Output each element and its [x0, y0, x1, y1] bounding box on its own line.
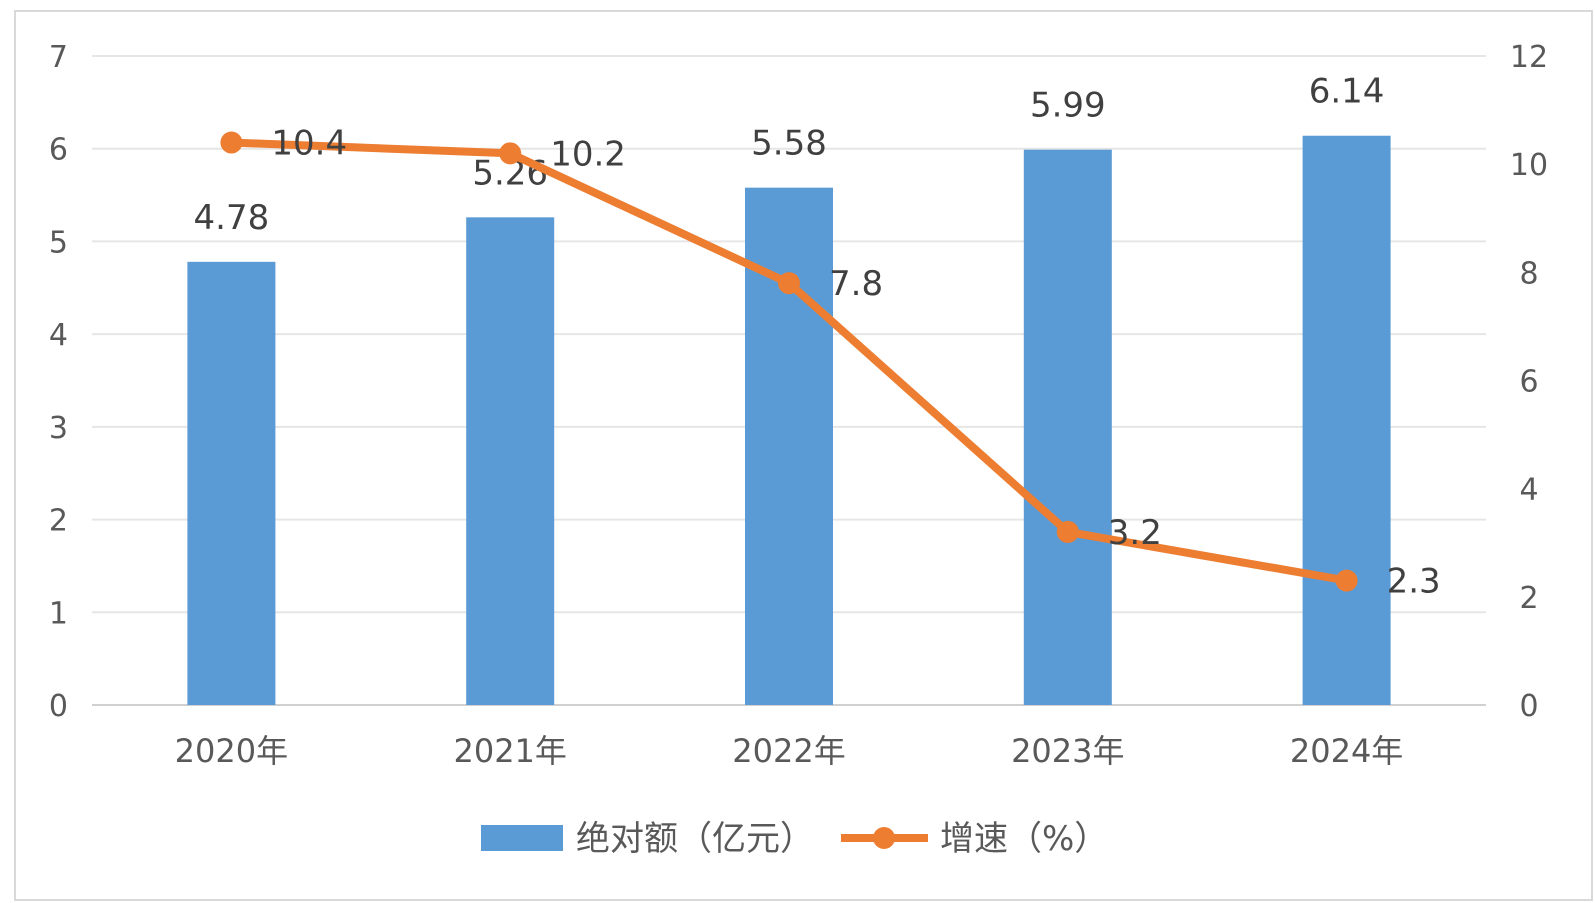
left-y-tick-label: 5 — [49, 225, 68, 260]
legend-bar-label: 绝对额（亿元） — [576, 819, 814, 859]
left-y-tick-label: 4 — [49, 318, 68, 353]
right-y-tick-label: 12 — [1510, 40, 1548, 75]
bar-data-label: 5.99 — [1030, 86, 1106, 126]
left-y-tick-label: 6 — [49, 133, 68, 168]
legend-bar-swatch — [481, 825, 563, 851]
legend: 绝对额（亿元） 增速（%） — [481, 819, 1108, 859]
line-point — [1056, 520, 1079, 543]
line-series — [220, 131, 1358, 592]
x-tick-label: 2022年 — [732, 732, 845, 770]
legend-line-label: 增速（%） — [940, 819, 1108, 859]
left-y-tick-label: 7 — [49, 40, 68, 75]
line-data-label: 2.3 — [1387, 562, 1441, 602]
legend-line-marker — [873, 827, 895, 849]
bar-data-label: 5.58 — [751, 124, 827, 164]
line-data-labels: 10.4 10.2 7.8 3.2 2.3 — [271, 124, 1440, 602]
line-point — [220, 131, 243, 154]
line-data-label: 3.2 — [1108, 513, 1162, 553]
x-axis: 2020年 2021年 2022年 2023年 2024年 — [175, 732, 1404, 770]
bar-data-label: 6.14 — [1309, 72, 1385, 112]
bar-series — [187, 135, 1391, 706]
x-tick-label: 2024年 — [1290, 732, 1403, 770]
right-y-tick-label: 10 — [1510, 148, 1548, 183]
x-tick-label: 2020年 — [175, 732, 288, 770]
bar-data-labels: 4.785.265.585.99 6.14 — [194, 72, 1385, 238]
x-tick-label: 2023年 — [1011, 732, 1124, 770]
bar — [466, 217, 555, 705]
left-y-tick-label: 0 — [49, 689, 68, 724]
line-point — [1335, 569, 1358, 592]
right-y-axis: 0 2 4 6 8 10 12 — [1510, 40, 1548, 724]
right-y-tick-label: 2 — [1519, 581, 1538, 616]
left-y-tick-label: 2 — [49, 504, 68, 539]
line-data-label: 10.2 — [550, 134, 626, 174]
line-data-label: 10.4 — [271, 124, 347, 164]
bar — [1023, 149, 1112, 706]
line-point — [778, 272, 800, 295]
left-y-tick-label: 3 — [49, 411, 68, 446]
bar — [1302, 135, 1391, 706]
x-tick-label: 2021年 — [453, 732, 566, 770]
right-y-tick-label: 0 — [1519, 689, 1538, 724]
bar-data-label: 4.78 — [194, 198, 270, 238]
left-y-axis: 0 1 2 3 4 5 6 7 — [49, 40, 68, 724]
right-y-tick-label: 6 — [1519, 365, 1538, 400]
left-y-tick-label: 1 — [49, 596, 68, 631]
line-point — [499, 142, 522, 165]
line-data-label: 7.8 — [829, 264, 883, 304]
bar — [187, 261, 276, 705]
right-y-tick-label: 4 — [1519, 473, 1538, 508]
right-y-tick-label: 8 — [1519, 256, 1538, 291]
